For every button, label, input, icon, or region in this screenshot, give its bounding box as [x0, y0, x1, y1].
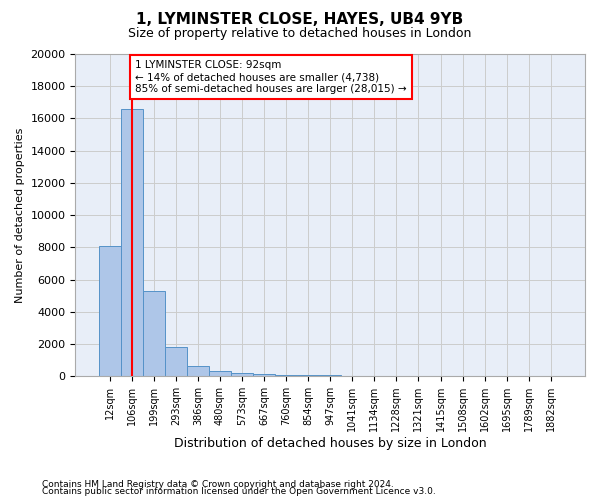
Text: 1 LYMINSTER CLOSE: 92sqm
← 14% of detached houses are smaller (4,738)
85% of sem: 1 LYMINSTER CLOSE: 92sqm ← 14% of detach…: [135, 60, 407, 94]
X-axis label: Distribution of detached houses by size in London: Distribution of detached houses by size …: [174, 437, 487, 450]
Bar: [253, 374, 275, 376]
Text: Contains public sector information licensed under the Open Government Licence v3: Contains public sector information licen…: [42, 487, 436, 496]
Bar: [165, 347, 187, 376]
Text: Size of property relative to detached houses in London: Size of property relative to detached ho…: [128, 28, 472, 40]
Text: Contains HM Land Registry data © Crown copyright and database right 2024.: Contains HM Land Registry data © Crown c…: [42, 480, 394, 489]
Y-axis label: Number of detached properties: Number of detached properties: [15, 128, 25, 303]
Bar: [231, 373, 253, 376]
Text: 1, LYMINSTER CLOSE, HAYES, UB4 9YB: 1, LYMINSTER CLOSE, HAYES, UB4 9YB: [136, 12, 464, 28]
Bar: [275, 375, 297, 376]
Bar: [143, 291, 165, 376]
Bar: [209, 370, 231, 376]
Bar: [187, 366, 209, 376]
Bar: [98, 246, 121, 376]
Bar: [121, 109, 143, 376]
